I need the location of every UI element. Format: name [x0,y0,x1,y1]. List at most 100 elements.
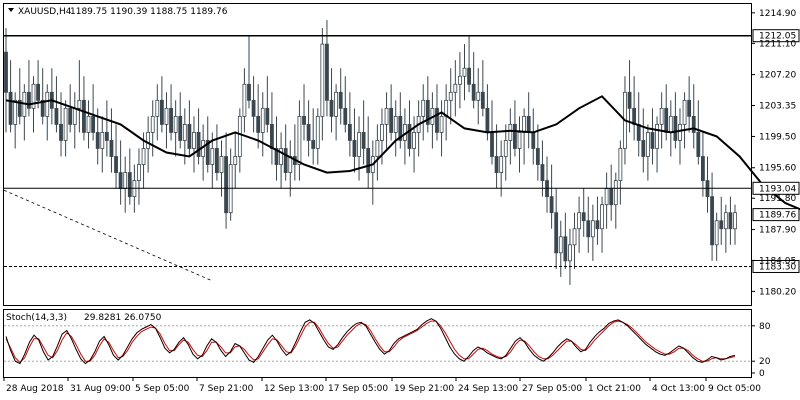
candle-body [178,115,183,141]
candle-body [77,99,82,109]
candle-body [45,91,50,117]
stoch-title: Stoch(14,3,3) [6,313,67,323]
candle-body [109,140,114,157]
candle-body [531,132,536,149]
candle-body [127,172,132,198]
candle-body [723,212,728,230]
candle-body [192,132,196,149]
stoch-panel-frame [3,309,752,378]
candle-body [114,156,118,173]
current-price-tag [752,208,800,222]
candle-body [72,107,77,125]
candle-body [448,91,453,101]
candle-body [283,148,288,173]
candle-body [251,99,256,117]
candle-body [215,148,219,173]
candle-body [719,220,724,230]
candle-body [63,107,68,141]
candle-body [476,91,481,101]
candle-body [311,140,316,149]
candle-body [68,107,73,125]
candle-body [13,99,18,125]
candle-body [380,124,384,141]
time-tick-label: 1 Oct 21:00 [588,384,641,394]
price-tick-label: 1180.20 [759,287,796,297]
price-tick-label: 1203.35 [759,102,796,112]
candle-body [627,91,632,109]
candle-body [59,124,63,141]
candle-body [302,115,306,125]
time-tick-label: 5 Sep 05:00 [135,384,190,394]
candle-body [118,172,123,190]
candle-body [279,148,283,165]
candle-body [471,83,476,101]
level-tag [752,29,800,43]
time-tick-label: 28 Aug 2018 [6,384,64,394]
level-tag-label: 1212.05 [759,32,796,42]
level-tag [752,181,800,195]
candle-body [196,132,201,157]
candle-body [274,148,279,165]
time-tick-label: 7 Sep 21:00 [199,384,254,394]
candle-body [682,99,687,125]
candle-body [590,220,595,238]
candle-body [641,140,646,157]
current-price-label: 1189.76 [759,211,796,221]
candle-body [325,43,329,101]
candle-body [219,156,224,173]
candle-body [210,148,215,165]
candle-body [490,132,494,157]
time-tick-label: 12 Sep 13:00 [264,384,324,394]
candle-body [398,115,403,141]
candle-body [384,107,389,125]
candle-body [270,124,274,149]
candle-body [636,124,641,141]
candle-body [467,67,471,85]
candle-body [586,220,591,238]
candle-body [82,99,86,133]
candle-body [499,156,504,173]
stoch-tick-label: 0 [759,369,765,379]
candle-body [540,164,545,181]
candle-body [137,164,141,181]
candle-body [421,99,426,117]
stoch-values: 29.8281 26.0750 [84,313,162,323]
candle-body [36,83,40,101]
candle-body [334,91,339,117]
price-tick-label: 1214.90 [759,9,796,19]
candle-body [352,140,357,157]
price-tick-label: 1195.60 [759,164,796,174]
candle-body [205,140,210,165]
candle-body [315,115,320,149]
price-tick-label: 1187.90 [759,226,796,236]
price-tick-label: 1199.50 [759,132,796,142]
price-tick-label: 1184.05 [759,256,796,266]
triangle-down-icon[interactable] [8,8,14,12]
candle-body [563,236,568,262]
candle-body [581,212,586,222]
candle-body [462,67,467,77]
stoch-main-line [5,318,736,365]
candle-body [320,43,325,117]
candle-body [187,124,192,149]
candle-body [526,115,531,133]
candle-body [306,124,311,141]
candle-body [613,180,618,206]
candle-body [435,107,439,133]
level-tag [752,259,800,273]
candle-body [91,115,96,133]
candle-body [632,107,637,125]
candle-body [508,124,513,141]
candle-body [554,212,559,254]
candle-body [595,220,600,230]
candle-body [513,124,517,149]
candle-body [733,212,737,230]
candle-body [159,99,164,125]
price-tick-label: 1211.10 [759,39,796,49]
candle-body [458,75,462,85]
candle-body [577,212,582,230]
candle-body [618,148,623,181]
horizontal-levels: 1212.05 1193.04 1183.30 1189.76 [4,29,800,273]
candle-body [517,132,522,149]
candle-body [389,107,394,133]
